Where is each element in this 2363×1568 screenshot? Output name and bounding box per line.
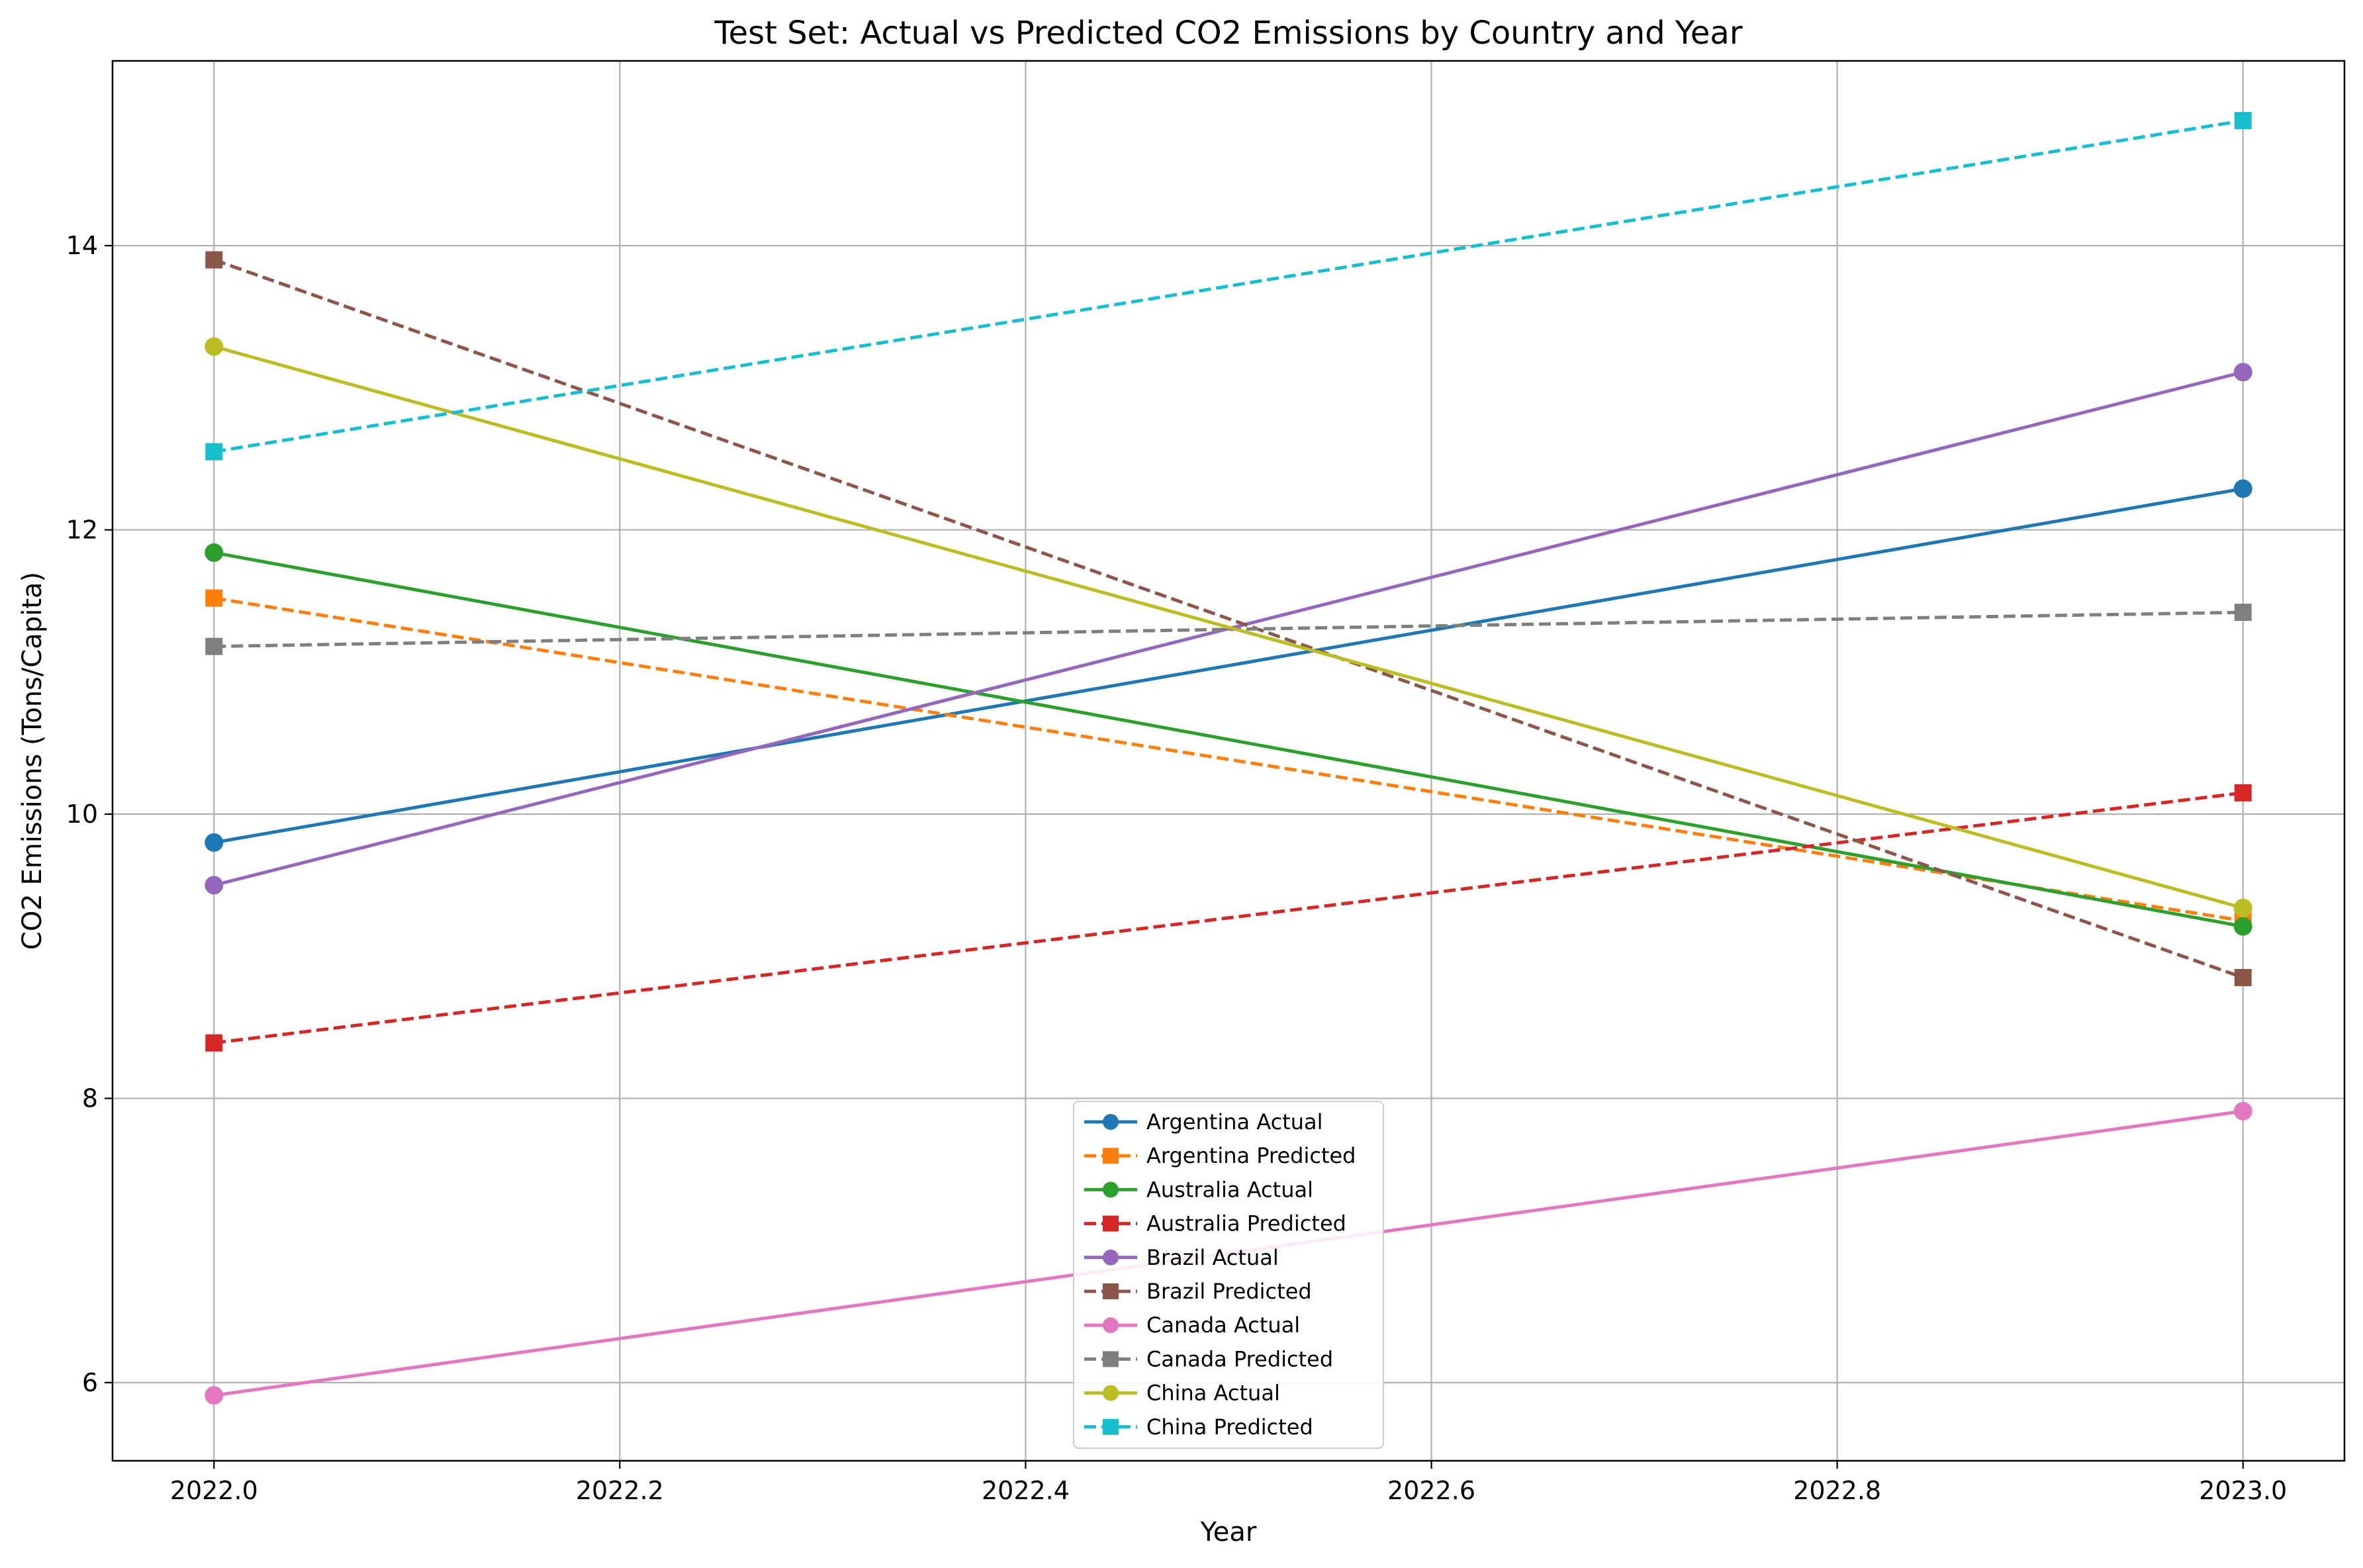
x-tick-label: 2023.0 bbox=[2199, 1476, 2287, 1505]
legend: Argentina Actual Argentina Predicted Austr… bbox=[1073, 1101, 1384, 1449]
series-line bbox=[213, 118, 2244, 453]
series-australia-actual bbox=[205, 543, 2252, 936]
legend-label: Argentina Predicted bbox=[1146, 1143, 1356, 1168]
data-point bbox=[205, 637, 223, 655]
x-tick-label: 2022.6 bbox=[1387, 1476, 1475, 1505]
y-tick-label: 12 bbox=[66, 516, 98, 545]
legend-entry: Brazil Actual bbox=[1084, 1245, 1279, 1270]
series-line bbox=[213, 596, 2244, 923]
data-point bbox=[205, 251, 223, 269]
series-line bbox=[213, 551, 2244, 929]
legend-marker bbox=[1103, 1148, 1119, 1164]
y-tick-label: 8 bbox=[82, 1084, 98, 1113]
series-line bbox=[213, 791, 2244, 1045]
data-point bbox=[2234, 604, 2252, 622]
series-line bbox=[214, 610, 2243, 649]
legend-marker bbox=[1103, 1283, 1119, 1299]
x-tick-label: 2022.4 bbox=[982, 1476, 1070, 1505]
legend-label: China Predicted bbox=[1146, 1414, 1313, 1440]
x-axis-label: Year bbox=[1200, 1517, 1257, 1547]
data-point bbox=[205, 443, 223, 461]
y-tick-label: 14 bbox=[66, 231, 98, 260]
series-line bbox=[213, 258, 2244, 980]
data-point bbox=[2233, 898, 2252, 917]
x-tick-label: 2022.2 bbox=[576, 1476, 664, 1505]
legend-entry: China Actual bbox=[1084, 1381, 1280, 1406]
legend-entry: China Predicted bbox=[1084, 1414, 1313, 1440]
legend-marker bbox=[1103, 1114, 1119, 1130]
grid bbox=[113, 61, 2344, 1461]
legend-label: Canada Predicted bbox=[1146, 1346, 1333, 1371]
series-china-predicted bbox=[205, 112, 2252, 461]
data-point bbox=[2233, 1101, 2252, 1121]
y-tick-label: 10 bbox=[66, 800, 98, 829]
y-tick-label: 6 bbox=[82, 1368, 98, 1397]
legend-label: Canada Actual bbox=[1146, 1313, 1300, 1338]
legend-marker bbox=[1103, 1215, 1119, 1232]
data-point bbox=[2233, 363, 2252, 382]
legend-marker bbox=[1103, 1385, 1119, 1401]
legend-entry: Brazil Predicted bbox=[1084, 1279, 1312, 1304]
legend-label: Brazil Predicted bbox=[1146, 1279, 1312, 1304]
data-point bbox=[205, 833, 224, 852]
legend-entry: Argentina Predicted bbox=[1084, 1143, 1356, 1168]
data-point bbox=[205, 589, 223, 607]
x-tick-label: 2022.0 bbox=[170, 1476, 258, 1505]
legend-label: Australia Actual bbox=[1146, 1177, 1313, 1202]
series-line bbox=[213, 486, 2244, 845]
data-point bbox=[2234, 968, 2252, 986]
legend-entry: Australia Actual bbox=[1084, 1177, 1313, 1202]
series-lines bbox=[205, 112, 2252, 1405]
legend-box bbox=[1073, 1101, 1384, 1449]
legend-entry: Canada Actual bbox=[1084, 1313, 1300, 1338]
series-china-actual bbox=[205, 337, 2252, 917]
legend-label: China Actual bbox=[1146, 1381, 1280, 1406]
data-point bbox=[2234, 112, 2252, 130]
legend-marker bbox=[1103, 1351, 1119, 1367]
legend-entry: Canada Predicted bbox=[1084, 1346, 1333, 1371]
series-argentina-actual bbox=[205, 479, 2252, 852]
x-tick-label: 2022.8 bbox=[1793, 1476, 1881, 1505]
legend-marker bbox=[1103, 1317, 1119, 1334]
y-axis-label: CO2 Emissions (Tons/Capita) bbox=[17, 572, 48, 950]
legend-entry: Australia Predicted bbox=[1084, 1211, 1346, 1236]
data-point bbox=[2233, 917, 2252, 936]
data-point bbox=[205, 337, 224, 356]
series-australia-predicted bbox=[205, 784, 2252, 1052]
axis-ticks: 2022.0 2022.2 2022.4 2022.6 2022.8 2023.0 6 8 10… bbox=[66, 231, 2288, 1505]
series-brazil-predicted bbox=[205, 251, 2252, 986]
data-point bbox=[205, 876, 224, 895]
legend-marker bbox=[1103, 1418, 1119, 1435]
chart-title: Test Set: Actual vs Predicted CO2 Emissi… bbox=[714, 15, 1742, 52]
legend-label: Brazil Actual bbox=[1146, 1245, 1279, 1270]
legend-marker bbox=[1103, 1249, 1119, 1266]
legend-label: Australia Predicted bbox=[1146, 1211, 1346, 1236]
data-point bbox=[2234, 784, 2252, 802]
legend-marker bbox=[1103, 1181, 1119, 1198]
series-canada-predicted bbox=[205, 604, 2252, 655]
legend-entry: Argentina Actual bbox=[1084, 1109, 1323, 1134]
data-point bbox=[2233, 479, 2252, 498]
data-point bbox=[205, 1386, 224, 1405]
series-line bbox=[213, 345, 2244, 910]
plot-frame bbox=[111, 60, 2346, 1462]
data-point bbox=[205, 543, 224, 562]
legend-label: Argentina Actual bbox=[1146, 1109, 1323, 1134]
data-point bbox=[205, 1034, 223, 1052]
